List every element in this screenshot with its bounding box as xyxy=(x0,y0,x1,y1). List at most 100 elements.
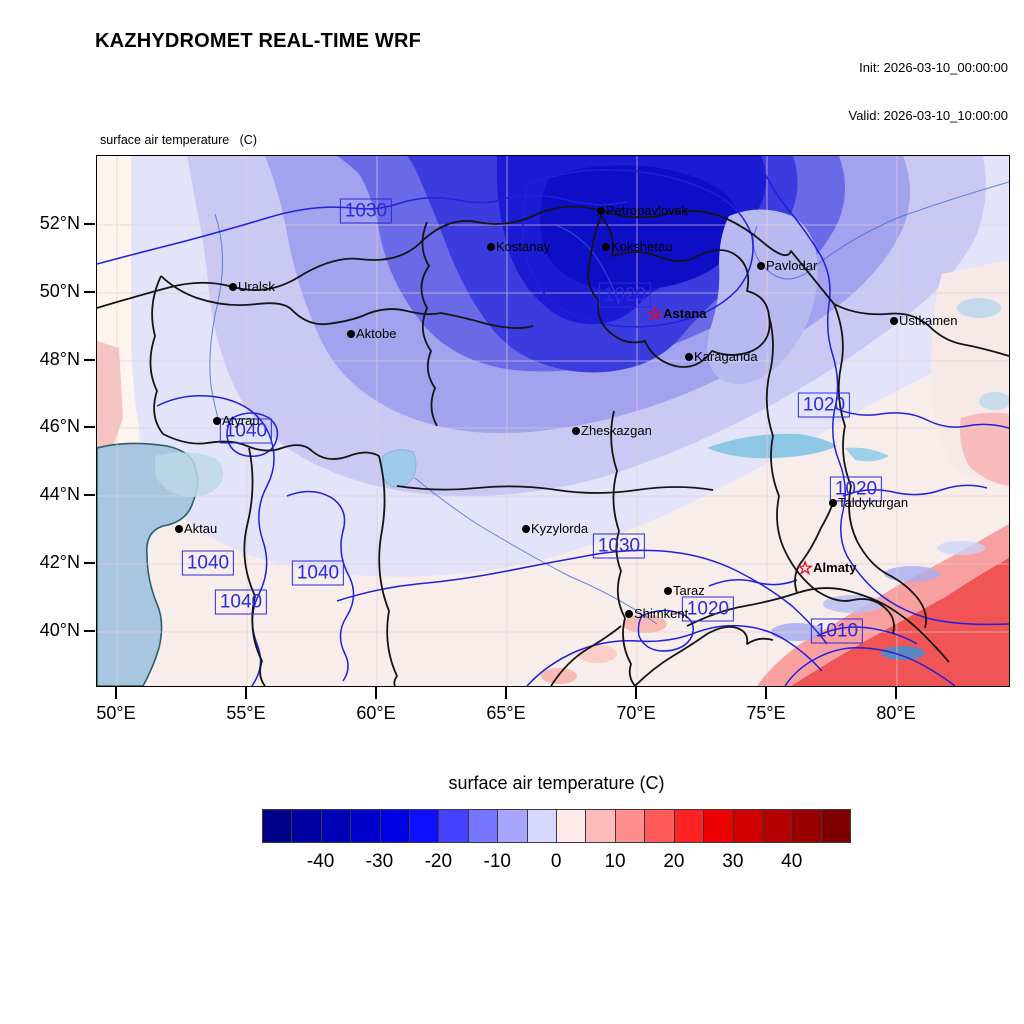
city-kostanay: Kostanay xyxy=(487,240,550,253)
city-label: Shimkent xyxy=(634,606,689,621)
city-label: Aktobe xyxy=(356,326,397,341)
colorbar-cell xyxy=(586,810,616,842)
colorbar xyxy=(262,809,851,843)
lat-tick-label: 46°N xyxy=(39,416,80,437)
city-label: Petropavlovsk xyxy=(606,203,688,218)
lat-tick xyxy=(84,494,95,497)
lat-tick xyxy=(84,358,95,361)
city-pavlodar: Pavlodar xyxy=(757,259,817,272)
lon-tick xyxy=(115,687,117,699)
colorbar-cell xyxy=(410,810,440,842)
caspian-sea xyxy=(97,442,199,686)
city-label: Kyzylorda xyxy=(531,521,589,536)
dot-marker-icon xyxy=(602,242,610,251)
city-layer: Uralsk Aktobe Atyrau Aktau Kostanay Petropavl… xyxy=(97,156,1009,686)
dot-marker-icon xyxy=(664,586,672,595)
dot-marker-icon xyxy=(229,282,237,291)
colorbar-cell xyxy=(615,810,646,842)
colorbar-tick-label: 30 xyxy=(722,851,744,872)
city-kyzylorda: Kyzylorda xyxy=(522,522,588,535)
colorbar-tick-label: 10 xyxy=(604,851,626,872)
dot-marker-icon xyxy=(347,329,355,338)
region-borders xyxy=(97,205,1009,686)
lon-tick xyxy=(765,687,767,699)
colorbar-cell xyxy=(468,810,499,842)
dot-marker-icon xyxy=(487,242,495,251)
snow-patch xyxy=(957,298,1001,318)
page-title: KAZHYDROMET REAL-TIME WRF xyxy=(95,30,422,52)
lon-tick xyxy=(505,687,507,699)
pressure-label-1020: 1020 xyxy=(797,392,851,418)
lon-tick-label: 60°E xyxy=(356,703,396,723)
colorbar-cell xyxy=(263,810,293,842)
colorbar-cell xyxy=(498,810,528,842)
run-timestamps: Init: 2026-03-10_00:00:00 Valid: 2026-03… xyxy=(849,28,1009,156)
lat-tick-label: 52°N xyxy=(39,213,80,233)
colorbar-cell xyxy=(439,810,469,842)
lon-tick-label: 70°E xyxy=(616,703,656,723)
city-atyrau: Atyrau xyxy=(213,414,260,427)
city-label: Astana xyxy=(663,306,707,321)
colorbar-tick-label: 20 xyxy=(663,851,685,872)
colorbar-cell xyxy=(762,810,793,842)
colorbar-cell xyxy=(645,810,675,842)
lon-tick-label: 50°E xyxy=(96,703,136,723)
lon-tick-label: 80°E xyxy=(876,703,916,723)
city-label: Kostanay xyxy=(496,239,551,254)
lon-tick xyxy=(635,687,637,699)
lat-tick-label: 44°N xyxy=(39,484,80,505)
city-taraz: Taraz xyxy=(664,584,705,597)
city-label: Zheskazgan xyxy=(581,423,652,438)
colorbar-tick-label: -30 xyxy=(365,851,394,872)
city-zheskazgan: Zheskazgan xyxy=(572,424,652,437)
pressure-label-1020: 1020 xyxy=(598,282,652,308)
city-label: Uralsk xyxy=(238,279,275,294)
dot-marker-icon xyxy=(597,206,605,215)
city-label: Almaty xyxy=(813,560,857,575)
colorbar-title: surface air temperature (C) xyxy=(448,773,665,793)
city-label: Aktau xyxy=(184,521,218,536)
dot-marker-icon xyxy=(522,524,530,533)
lat-tick xyxy=(84,562,95,564)
colorbar-cell xyxy=(821,810,851,842)
city-ustkamen: Ustkamen xyxy=(890,314,958,327)
lat-tick xyxy=(84,629,95,632)
city-taldykurgan: Taldykurgan xyxy=(829,496,908,509)
city-label: Pavlodar xyxy=(766,258,818,273)
city-aktau: Aktau xyxy=(175,522,217,535)
lat-tick xyxy=(84,426,95,429)
lon-tick xyxy=(895,687,897,699)
lon-tick-label: 55°E xyxy=(226,703,266,723)
weather-map-art xyxy=(97,156,1009,686)
lat-tick xyxy=(84,223,95,225)
pressure-label-1030: 1030 xyxy=(592,533,646,559)
city-shimkent: Shimkent xyxy=(625,607,688,620)
pressure-label-1030: 1030 xyxy=(339,198,393,224)
colorbar-tick-label: -10 xyxy=(483,851,511,872)
pressure-label-1040: 1040 xyxy=(181,550,235,576)
graticule xyxy=(97,156,1009,686)
variable-line-temperature: surface air temperature (C) xyxy=(100,133,257,147)
city-label: Ustkamen xyxy=(899,313,958,328)
colorbar-tick-label: 40 xyxy=(781,851,803,872)
lat-tick-label: 50°N xyxy=(39,280,80,301)
pressure-label-1040: 1040 xyxy=(214,589,268,615)
star-marker-icon: ☆ xyxy=(797,557,814,578)
city-label: Kokshetau xyxy=(611,239,673,254)
city-label: Karaganda xyxy=(694,349,758,364)
pressure-contours xyxy=(97,156,1009,686)
colorbar-tick-label: -40 xyxy=(306,851,335,872)
pressure-label-1040: 1040 xyxy=(291,560,345,586)
lat-tick-label: 48°N xyxy=(39,348,80,369)
dot-marker-icon xyxy=(890,316,898,325)
lat-tick-label: 40°N xyxy=(39,619,80,640)
city-aktobe: Aktobe xyxy=(347,327,396,340)
colorbar-tick-label: -20 xyxy=(424,851,453,872)
star-marker-icon: ☆ xyxy=(647,303,664,324)
pressure-label-1020: 1020 xyxy=(681,596,735,622)
colorbar-cell xyxy=(351,810,381,842)
valid-timestamp: Valid: 2026-03-10_10:00:00 xyxy=(848,108,1009,123)
pressure-label-1040: 1040 xyxy=(219,418,273,444)
city-label: Taraz xyxy=(673,583,705,598)
